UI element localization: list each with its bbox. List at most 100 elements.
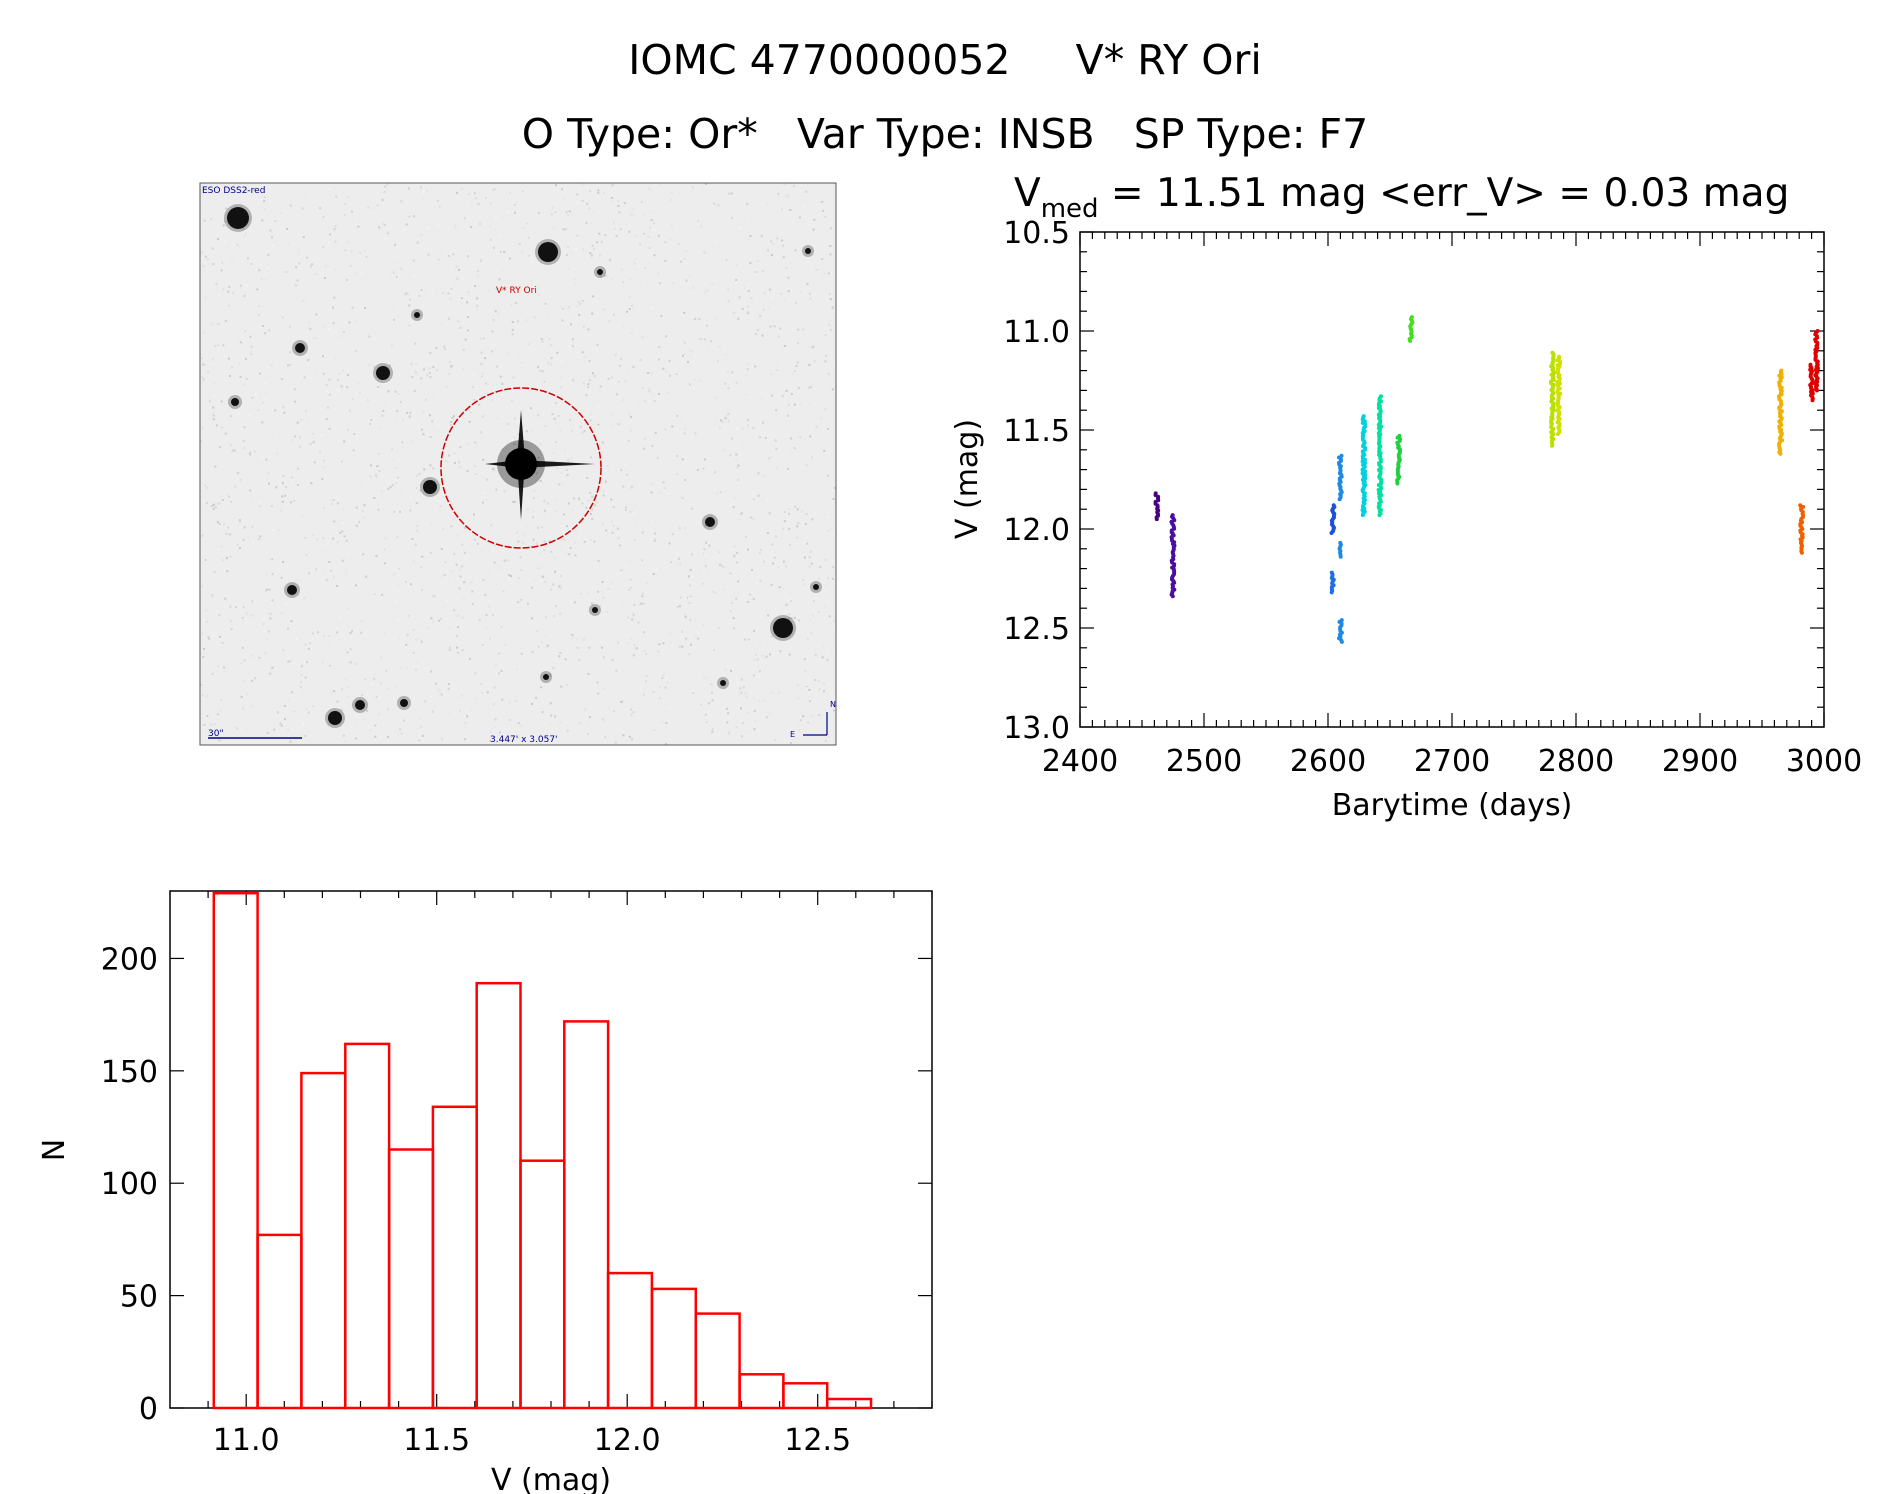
noise-speck (588, 664, 590, 667)
noise-speck (353, 392, 356, 395)
noise-speck (245, 357, 247, 360)
noise-speck (280, 724, 283, 727)
noise-speck (617, 380, 620, 383)
noise-speck (255, 393, 257, 396)
noise-speck (532, 538, 535, 541)
noise-speck (676, 454, 679, 457)
noise-speck (589, 539, 592, 542)
noise-speck (724, 417, 727, 420)
noise-speck (614, 354, 617, 357)
histogram-x-label: V (mag) (491, 1463, 611, 1494)
noise-speck (629, 213, 632, 216)
noise-speck (360, 272, 363, 275)
noise-speck (442, 527, 445, 530)
noise-speck (337, 392, 340, 395)
noise-speck (813, 218, 816, 221)
noise-speck (398, 567, 401, 570)
noise-speck (221, 499, 224, 501)
noise-speck (665, 677, 668, 680)
noise-speck (481, 527, 483, 530)
noise-speck (467, 255, 469, 258)
noise-speck (601, 441, 604, 444)
noise-speck (742, 442, 745, 445)
noise-speck (707, 346, 710, 349)
noise-speck (706, 557, 709, 560)
noise-speck (643, 693, 645, 696)
noise-speck (315, 313, 318, 316)
noise-speck (662, 299, 665, 301)
noise-speck (251, 614, 254, 617)
noise-speck (277, 470, 280, 473)
noise-speck (566, 729, 569, 732)
noise-speck (250, 263, 253, 265)
noise-speck (517, 736, 520, 739)
noise-speck (538, 294, 540, 297)
noise-speck (633, 262, 636, 265)
noise-speck (500, 625, 503, 628)
noise-speck (246, 284, 248, 287)
noise-speck (771, 394, 774, 397)
noise-speck (798, 729, 801, 732)
noise-speck (752, 517, 755, 520)
noise-speck (771, 691, 774, 694)
noise-speck (540, 338, 543, 340)
noise-speck (587, 328, 590, 331)
noise-speck (832, 497, 835, 500)
noise-speck (602, 192, 605, 195)
noise-speck (617, 199, 620, 202)
noise-speck (560, 472, 563, 474)
noise-speck (480, 550, 483, 553)
noise-speck (408, 415, 411, 418)
noise-speck (337, 624, 340, 627)
noise-speck (542, 628, 545, 631)
noise-speck (331, 502, 334, 505)
noise-speck (359, 392, 361, 395)
noise-speck (640, 200, 643, 203)
noise-speck (616, 422, 618, 425)
noise-speck (456, 191, 459, 194)
noise-speck (289, 460, 292, 462)
x-tick-label: 12.0 (594, 1423, 661, 1458)
noise-speck (298, 262, 301, 265)
noise-speck (586, 591, 589, 594)
noise-speck (737, 690, 740, 693)
noise-speck (520, 598, 523, 601)
noise-speck (694, 432, 697, 435)
noise-speck (719, 563, 722, 566)
noise-speck (486, 691, 489, 694)
noise-speck (796, 342, 799, 345)
noise-speck (622, 281, 625, 284)
noise-speck (628, 559, 631, 561)
noise-speck (352, 398, 355, 401)
noise-speck (323, 634, 325, 637)
histogram-bar (300, 1071, 347, 1410)
noise-speck (826, 428, 829, 430)
noise-speck (740, 707, 742, 710)
noise-speck (774, 439, 777, 442)
noise-speck (664, 404, 667, 407)
noise-speck (419, 718, 422, 721)
noise-speck (560, 360, 563, 363)
noise-speck (256, 288, 259, 291)
noise-speck (566, 683, 569, 686)
noise-speck (442, 491, 445, 494)
noise-speck (715, 609, 718, 611)
star (355, 700, 365, 710)
noise-speck (529, 407, 532, 410)
noise-speck (265, 574, 268, 577)
noise-speck (581, 409, 584, 412)
light-curve-x-label: Barytime (days) (1332, 788, 1573, 823)
noise-speck (632, 654, 635, 657)
noise-speck (501, 231, 504, 234)
noise-speck (291, 476, 294, 479)
noise-speck (246, 189, 249, 192)
noise-speck (439, 505, 442, 508)
light-curve-y-tick-labels: 10.511.011.512.012.513.0 (1003, 216, 1070, 746)
noise-speck (612, 710, 615, 713)
noise-speck (597, 405, 600, 408)
noise-speck (745, 535, 747, 538)
noise-speck (220, 400, 223, 403)
noise-speck (329, 233, 332, 236)
noise-speck (768, 457, 771, 460)
noise-speck (689, 595, 692, 598)
